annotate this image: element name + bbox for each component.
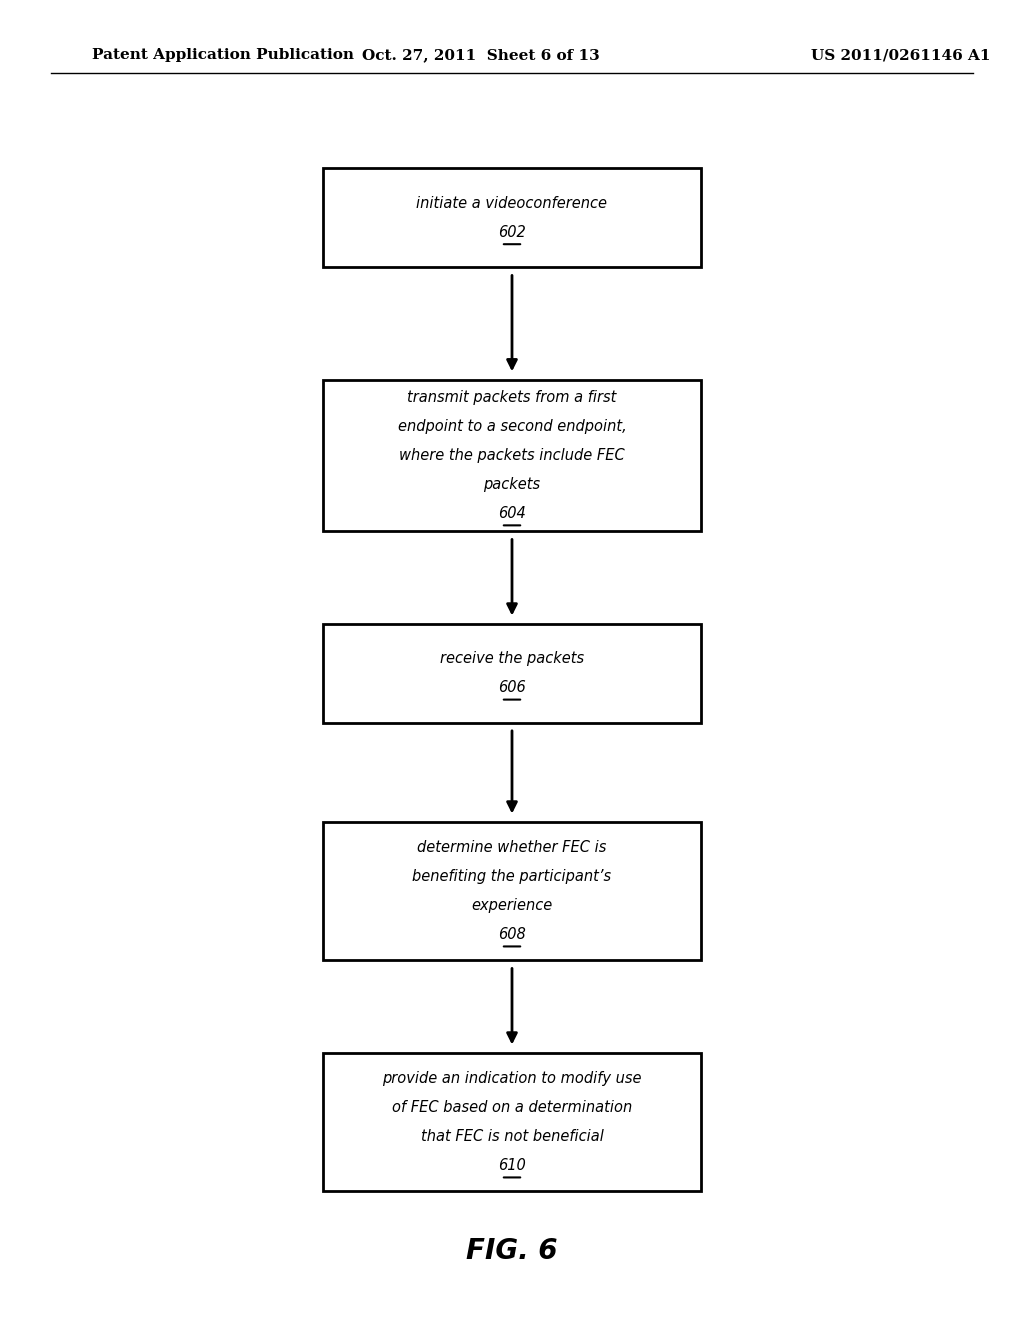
Text: benefiting the participant’s: benefiting the participant’s	[413, 869, 611, 884]
Text: transmit packets from a first: transmit packets from a first	[408, 389, 616, 405]
Text: FIG. 6: FIG. 6	[466, 1237, 558, 1266]
Text: 602: 602	[498, 224, 526, 240]
Text: 608: 608	[498, 927, 526, 942]
Text: packets: packets	[483, 477, 541, 492]
Text: 606: 606	[498, 680, 526, 696]
FancyBboxPatch shape	[323, 1053, 701, 1191]
FancyBboxPatch shape	[323, 169, 701, 267]
Text: receive the packets: receive the packets	[440, 651, 584, 667]
Text: experience: experience	[471, 898, 553, 913]
Text: that FEC is not beneficial: that FEC is not beneficial	[421, 1129, 603, 1144]
Text: initiate a videoconference: initiate a videoconference	[417, 195, 607, 211]
Text: Patent Application Publication: Patent Application Publication	[92, 49, 354, 62]
Text: where the packets include FEC: where the packets include FEC	[399, 447, 625, 463]
Text: of FEC based on a determination: of FEC based on a determination	[392, 1100, 632, 1115]
Text: endpoint to a second endpoint,: endpoint to a second endpoint,	[397, 418, 627, 434]
Text: 610: 610	[498, 1158, 526, 1173]
Text: determine whether FEC is: determine whether FEC is	[418, 840, 606, 855]
Text: US 2011/0261146 A1: US 2011/0261146 A1	[811, 49, 991, 62]
Text: Oct. 27, 2011  Sheet 6 of 13: Oct. 27, 2011 Sheet 6 of 13	[362, 49, 600, 62]
FancyBboxPatch shape	[323, 380, 701, 531]
FancyBboxPatch shape	[323, 624, 701, 722]
FancyBboxPatch shape	[323, 821, 701, 961]
Text: 604: 604	[498, 506, 526, 521]
Text: provide an indication to modify use: provide an indication to modify use	[382, 1071, 642, 1086]
